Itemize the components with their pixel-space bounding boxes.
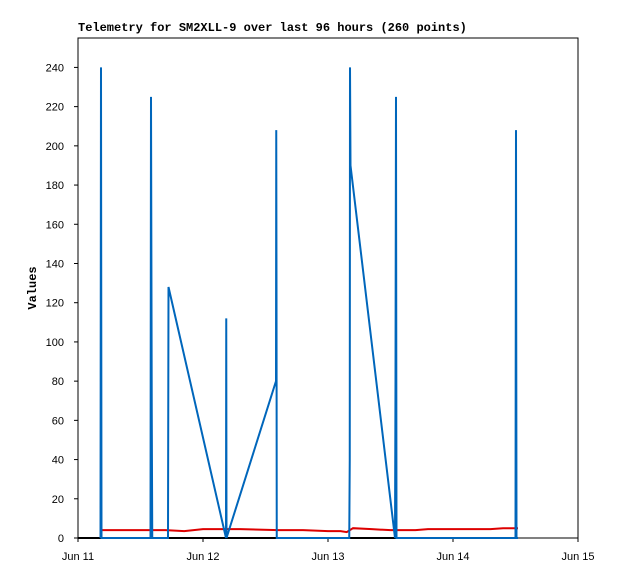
y-tick-label: 0 [58,533,64,545]
y-tick-label: 100 [46,337,64,349]
x-tick-label: Jun 14 [436,551,469,563]
y-tick-label: 40 [52,455,64,467]
y-tick-label: 240 [46,62,64,74]
series-line [100,527,518,534]
y-tick-label: 180 [46,180,64,192]
y-tick-label: 20 [52,494,64,506]
y-tick-label: 60 [52,415,64,427]
x-tick-label: Jun 12 [186,551,219,563]
y-tick-label: 140 [46,258,64,270]
y-tick-label: 80 [52,376,64,388]
plot-frame [77,37,579,539]
y-axis-label: Values [26,266,40,309]
x-tick-label: Jun 15 [561,551,594,563]
x-tick-label: Jun 13 [311,551,344,563]
y-tick-label: 160 [46,219,64,231]
series-line [99,67,518,539]
y-tick-label: 220 [46,102,64,114]
y-tick-label: 200 [46,141,64,153]
x-tick-label: Jun 11 [62,551,94,563]
chart-title: Telemetry for SM2XLL-9 over last 96 hour… [78,21,467,35]
y-tick-label: 120 [46,298,64,310]
